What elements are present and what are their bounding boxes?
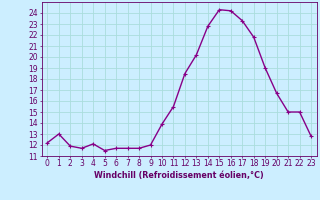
X-axis label: Windchill (Refroidissement éolien,°C): Windchill (Refroidissement éolien,°C) [94, 171, 264, 180]
